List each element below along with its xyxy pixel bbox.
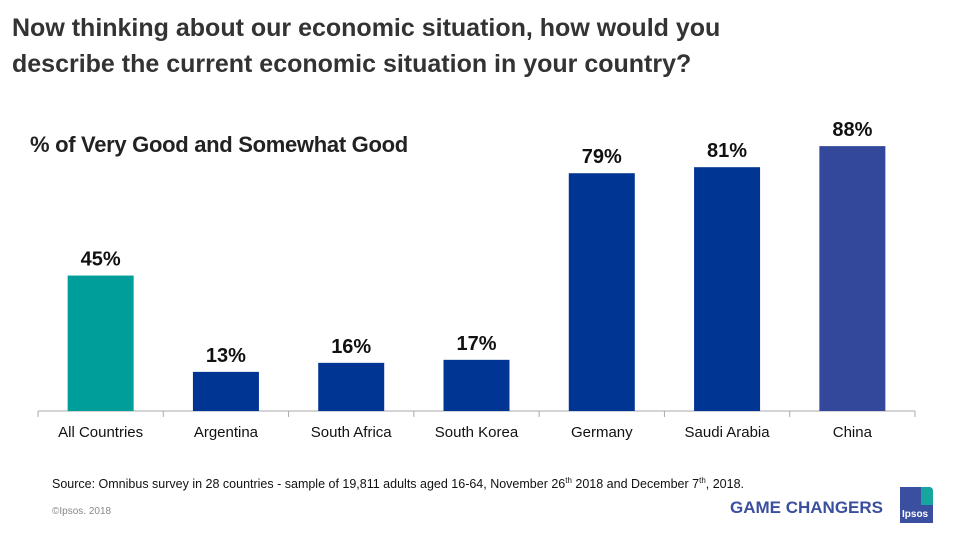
ipsos-logo: Ipsos (900, 487, 933, 523)
category-label: South Africa (311, 424, 393, 441)
data-label: 45% (81, 249, 121, 271)
title-line-1: Now thinking about our economic situatio… (12, 14, 721, 42)
category-label: All Countries (58, 424, 143, 441)
bar (819, 146, 886, 411)
data-label: 81% (707, 140, 747, 162)
bar (192, 371, 259, 411)
bar (318, 362, 385, 411)
bar (67, 275, 134, 411)
page-title: Now thinking about our economic situatio… (12, 10, 912, 82)
data-label: 17% (456, 333, 496, 355)
bar (694, 167, 761, 411)
bar (568, 173, 635, 411)
category-label: Saudi Arabia (685, 424, 771, 441)
data-label: 88% (832, 119, 872, 141)
bar (443, 359, 510, 411)
data-label: 79% (582, 146, 622, 168)
title-line-2: describe the current economic situation … (12, 50, 692, 78)
chart-title: % of Very Good and Somewhat Good (30, 132, 408, 157)
source-note: Source: Omnibus survey in 28 countries -… (52, 476, 744, 492)
copyright: ©Ipsos. 2018 (52, 506, 112, 517)
category-label: South Korea (435, 424, 519, 441)
category-label: China (833, 424, 873, 441)
data-label: 16% (331, 336, 371, 358)
tagline: GAME CHANGERS (730, 498, 884, 517)
category-label: Argentina (194, 424, 259, 441)
category-label: Germany (571, 424, 633, 441)
data-label: 13% (206, 345, 246, 367)
